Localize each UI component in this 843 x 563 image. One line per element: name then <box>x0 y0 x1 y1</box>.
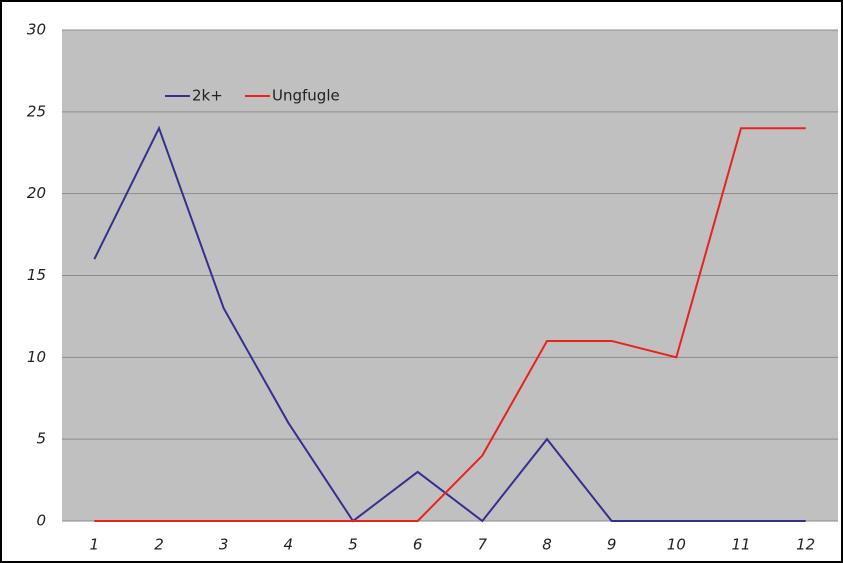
y-tick-label: 5 <box>36 430 46 448</box>
x-tick-label: 10 <box>667 536 686 554</box>
x-tick-label: 5 <box>348 536 358 554</box>
y-tick-label: 10 <box>27 348 46 366</box>
x-tick-label: 11 <box>731 536 750 554</box>
y-tick-label: 0 <box>36 512 46 530</box>
x-tick-label: 12 <box>796 536 815 554</box>
y-tick-label: 15 <box>27 266 46 284</box>
series-line <box>93 125 806 523</box>
y-tick-label: 20 <box>27 184 46 202</box>
x-tick-label: 2 <box>154 536 164 554</box>
x-tick-label: 3 <box>219 536 229 554</box>
x-tick-label: 9 <box>607 536 617 554</box>
y-tick-label: 25 <box>27 102 46 120</box>
legend-label: 2k+ <box>192 87 223 105</box>
x-tick-label: 7 <box>478 536 488 554</box>
x-tick-label: 1 <box>90 536 100 554</box>
series-line <box>94 127 806 522</box>
x-tick-label: 8 <box>542 536 552 554</box>
y-tick-label: 30 <box>27 21 46 39</box>
legend-label: Ungfugle <box>272 87 340 105</box>
x-tick-label: 6 <box>413 536 423 554</box>
x-tick-label: 4 <box>284 536 294 554</box>
